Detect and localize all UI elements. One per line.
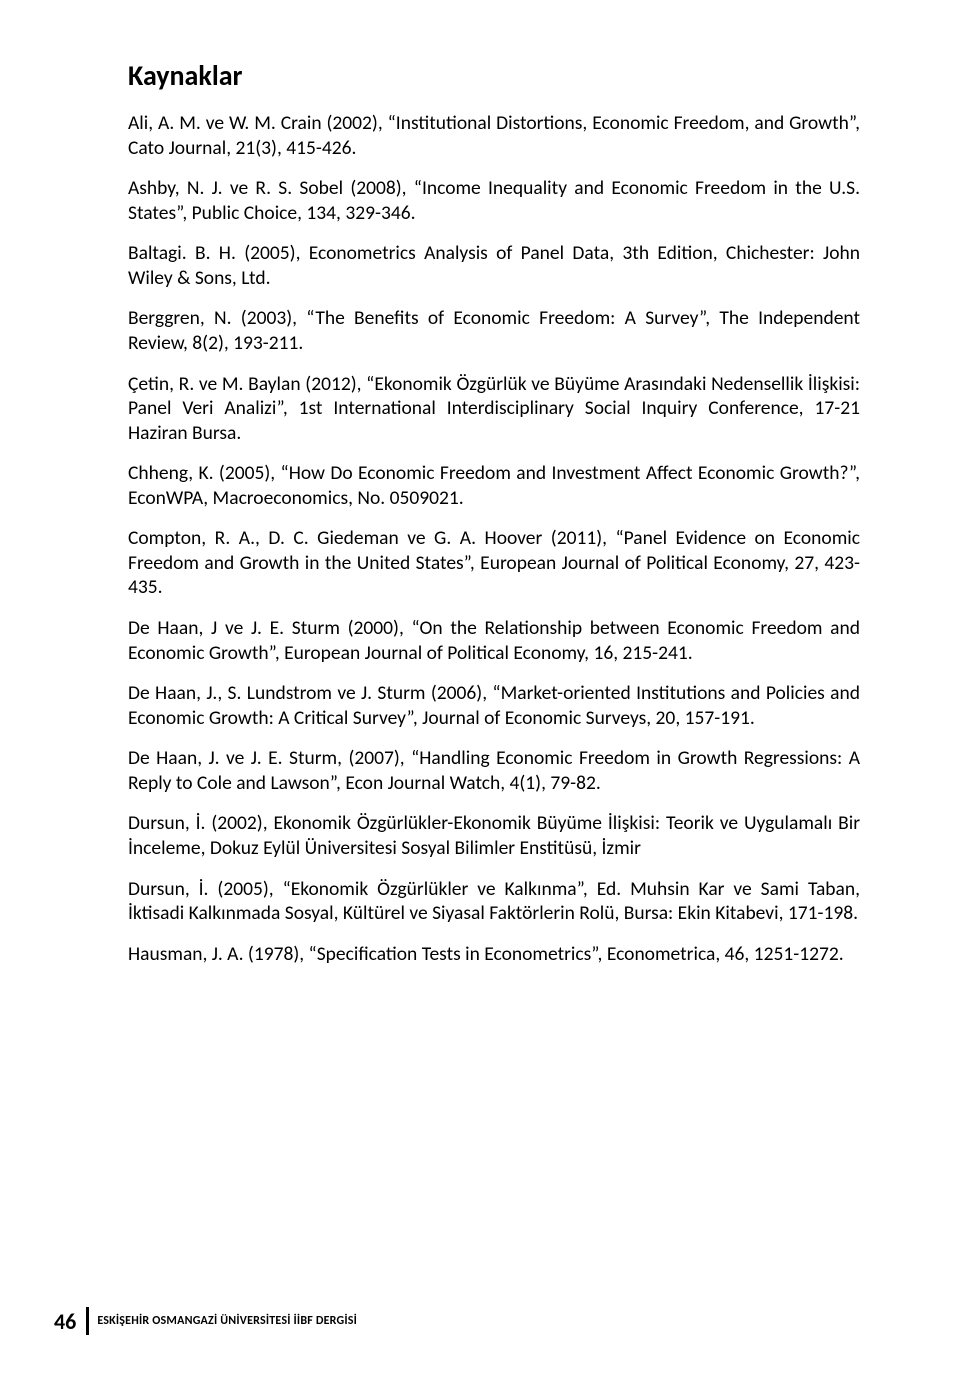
- reference-entry: Dursun, İ. (2002), Ekonomik Özgürlükler-…: [128, 811, 860, 860]
- reference-entry: Compton, R. A., D. C. Giedeman ve G. A. …: [128, 526, 860, 600]
- journal-name: ESKİŞEHİR OSMANGAZİ ÜNİVERSİTESİ İİBF DE…: [97, 1314, 357, 1328]
- reference-entry: De Haan, J., S. Lundstrom ve J. Sturm (2…: [128, 681, 860, 730]
- reference-entry: Berggren, N. (2003), “The Benefits of Ec…: [128, 306, 860, 355]
- page-content: Kaynaklar Ali, A. M. ve W. M. Crain (200…: [0, 0, 960, 966]
- reference-entry: Chheng, K. (2005), “How Do Economic Free…: [128, 461, 860, 510]
- references-list: Ali, A. M. ve W. M. Crain (2002), “Insti…: [128, 111, 860, 966]
- reference-entry: Dursun, İ. (2005), “Ekonomik Özgürlükler…: [128, 877, 860, 926]
- reference-entry: De Haan, J. ve J. E. Sturm, (2007), “Han…: [128, 746, 860, 795]
- reference-entry: Ashby, N. J. ve R. S. Sobel (2008), “Inc…: [128, 176, 860, 225]
- reference-entry: Ali, A. M. ve W. M. Crain (2002), “Insti…: [128, 111, 860, 160]
- reference-entry: Baltagi. B. H. (2005), Econometrics Anal…: [128, 241, 860, 290]
- section-heading: Kaynaklar: [128, 58, 860, 93]
- page-number: 46: [54, 1308, 76, 1335]
- page-footer: 46 ESKİŞEHİR OSMANGAZİ ÜNİVERSİTESİ İİBF…: [54, 1307, 357, 1335]
- reference-entry: De Haan, J ve J. E. Sturm (2000), “On th…: [128, 616, 860, 665]
- reference-entry: Hausman, J. A. (1978), “Specification Te…: [128, 942, 860, 967]
- footer-divider: [86, 1307, 89, 1335]
- reference-entry: Çetin, R. ve M. Baylan (2012), “Ekonomik…: [128, 372, 860, 446]
